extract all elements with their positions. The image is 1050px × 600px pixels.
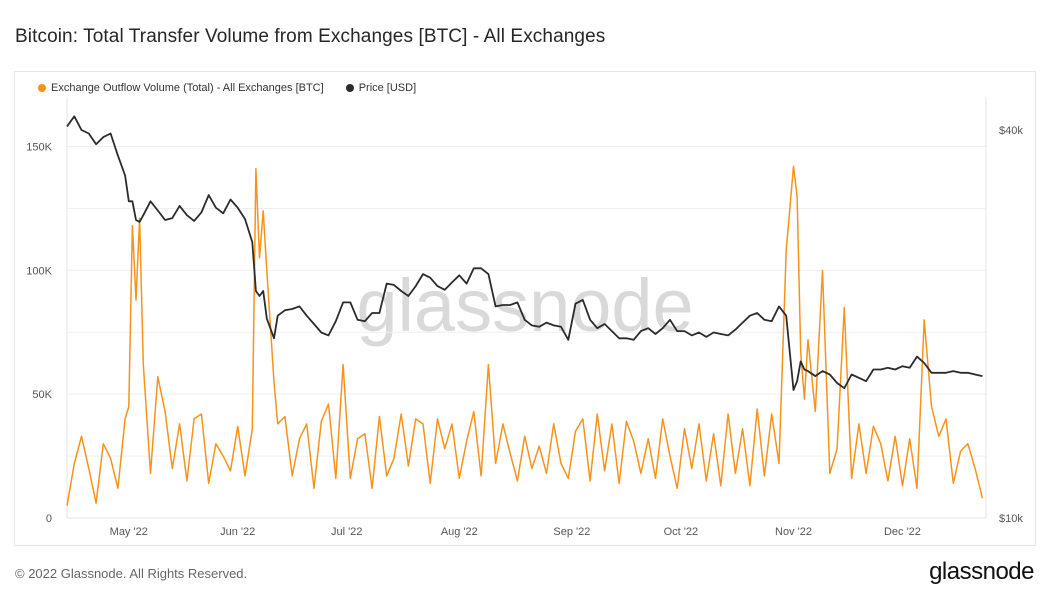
- legend-dot-outflow: [38, 84, 46, 92]
- y-left-tick-label: 0: [46, 513, 52, 525]
- y-left-tick-label: 50K: [32, 389, 52, 401]
- y-left-tick-label: 100K: [26, 265, 52, 277]
- y-right-tick-label: $40k: [999, 125, 1023, 137]
- x-tick-label: Nov '22: [775, 526, 812, 538]
- x-tick-label: May '22: [110, 526, 148, 538]
- legend-label-outflow: Exchange Outflow Volume (Total) - All Ex…: [51, 82, 324, 94]
- x-tick-label: Dec '22: [884, 526, 921, 538]
- chart-axes: 0 50K 100K 150K $10k $40k May '22 Jun '22 Jul '2…: [26, 97, 1023, 538]
- x-tick-label: Jun '22: [220, 526, 255, 538]
- footer-copyright: © 2022 Glassnode. All Rights Reserved.: [15, 566, 248, 581]
- price-line[interactable]: [66, 115, 983, 391]
- chart-series: [66, 115, 984, 506]
- x-tick-label: Sep '22: [553, 526, 590, 538]
- y-right-tick-label: $10k: [999, 513, 1023, 525]
- y-left-tick-label: 150K: [26, 142, 52, 154]
- legend-item-outflow[interactable]: Exchange Outflow Volume (Total) - All Ex…: [38, 82, 324, 94]
- outflow-volume-line[interactable]: [66, 165, 984, 506]
- x-tick-label: Jul '22: [331, 526, 362, 538]
- legend-dot-price: [345, 84, 354, 92]
- watermark-text: glassnode: [356, 264, 693, 347]
- legend-item-price[interactable]: Price [USD]: [345, 82, 417, 94]
- x-tick-label: Aug '22: [441, 526, 478, 538]
- x-tick-label: Oct '22: [664, 526, 699, 538]
- chart-legend: Exchange Outflow Volume (Total) - All Ex…: [38, 82, 416, 94]
- legend-label-price: Price [USD]: [358, 82, 417, 94]
- chart-title: Bitcoin: Total Transfer Volume from Exch…: [15, 26, 606, 47]
- footer-logo[interactable]: glassnode: [929, 558, 1034, 585]
